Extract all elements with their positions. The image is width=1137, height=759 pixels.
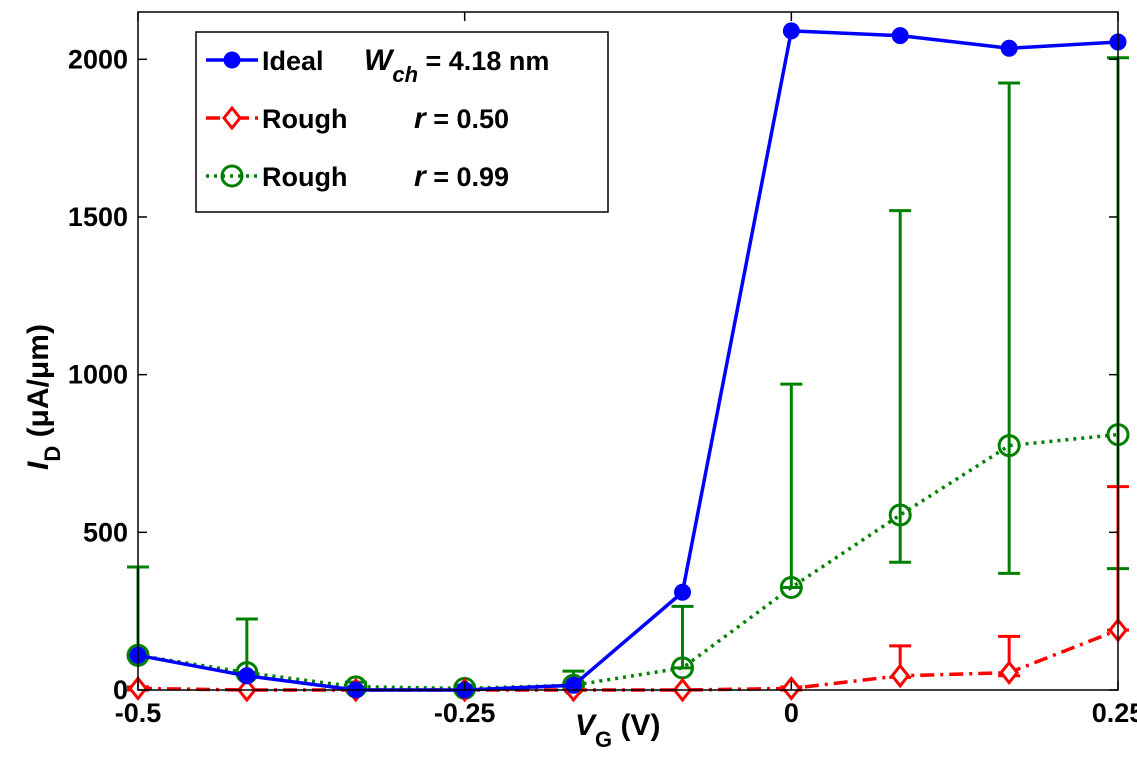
data-point <box>888 503 912 527</box>
y-tick-label: 1000 <box>68 360 128 390</box>
series-0 <box>129 22 1127 699</box>
x-tick-label: 0.25 <box>1092 698 1137 728</box>
y-tick-label: 0 <box>113 675 128 705</box>
y-axis-label-sub: D <box>40 446 65 462</box>
x-tick-label: -0.25 <box>434 698 496 728</box>
legend-label-var: r <box>414 102 428 135</box>
legend: Ideal Wch = 4.18 nm Rough r = 0.50 Rough r = … <box>195 31 609 213</box>
axes: -0.5 -0.25 0 0.25 0 500 1000 1500 2000 VG (V) ID (… <box>22 11 1137 752</box>
legend-marker <box>223 51 241 69</box>
x-tick-label: -0.5 <box>115 698 162 728</box>
legend-box <box>195 31 609 213</box>
legend-marker <box>222 105 242 131</box>
y-axis-label: ID (μA/μm) <box>22 324 65 470</box>
plot-area <box>126 22 1130 703</box>
data-point <box>1000 39 1018 57</box>
data-point <box>890 663 911 689</box>
series-line <box>137 432 1119 691</box>
legend-entry-0: Ideal Wch = 4.18 nm <box>206 44 549 87</box>
legend-label-name: Ideal <box>262 46 324 76</box>
legend-label: Ideal Wch = 4.18 nm <box>262 44 549 87</box>
y-tick-label: 1500 <box>68 202 128 232</box>
data-point <box>999 660 1020 686</box>
legend-label-value: = 0.50 <box>426 104 509 134</box>
legend-label-name: Rough <box>262 104 347 134</box>
legend-label-sub: ch <box>392 62 418 87</box>
legend-entry-2: Rough r = 0.99 <box>206 160 509 193</box>
legend-marker <box>220 164 244 188</box>
x-tick-label: 0 <box>784 698 799 728</box>
data-point <box>673 583 691 601</box>
legend-label-var: W <box>364 44 395 77</box>
legend-label-var: r <box>414 160 428 193</box>
y-tick-label: 2000 <box>68 44 128 74</box>
legend-label: Rough r = 0.99 <box>262 160 509 193</box>
data-point <box>997 434 1021 458</box>
legend-label-value: = 4.18 nm <box>418 46 549 76</box>
legend-label-name: Rough <box>262 162 347 192</box>
data-point <box>565 676 583 694</box>
y-tick-label: 500 <box>83 517 128 547</box>
y-axis-label-var: I <box>22 461 55 470</box>
x-axis-label: VG (V) <box>575 709 660 752</box>
data-point <box>779 576 803 600</box>
series-1 <box>127 485 1129 703</box>
data-point <box>782 22 800 40</box>
legend-entry-1: Rough r = 0.50 <box>206 102 509 135</box>
legend-label: Rough r = 0.50 <box>262 102 509 135</box>
series-line <box>137 628 1119 692</box>
x-axis-label-sub: G <box>595 727 612 752</box>
data-point <box>891 27 909 45</box>
data-point <box>238 667 256 685</box>
y-axis-label-unit: (μA/μm) <box>22 324 55 446</box>
axes-box <box>137 11 1119 691</box>
x-axis-label-unit: (V) <box>612 709 660 742</box>
x-axis-label-var: V <box>575 709 598 742</box>
legend-label-value: = 0.99 <box>426 162 509 192</box>
series-line <box>137 29 1119 692</box>
